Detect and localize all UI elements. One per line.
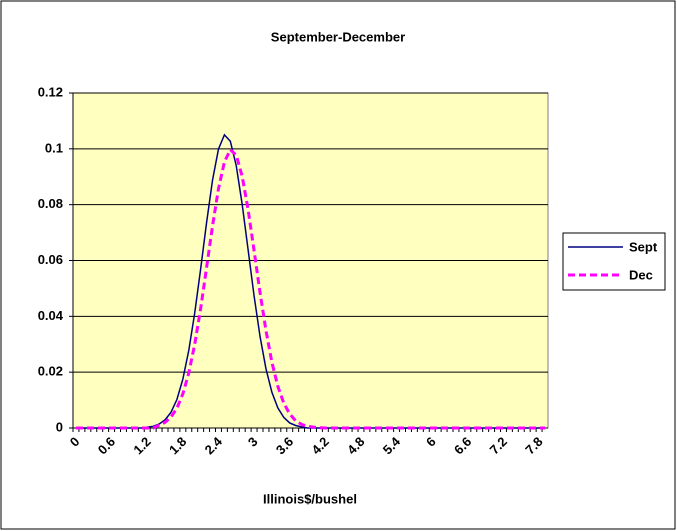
y-tick-label: 0.04 bbox=[38, 308, 64, 323]
line-series bbox=[75, 147, 546, 430]
y-tick-label: 0.02 bbox=[38, 364, 63, 379]
chart-title: September-December bbox=[271, 29, 405, 44]
legend-box bbox=[562, 232, 666, 291]
legend-label: Dec bbox=[629, 267, 653, 282]
y-tick-label: 0 bbox=[56, 419, 63, 434]
x-axis-label: Illinois$/bushel bbox=[263, 491, 357, 506]
y-tick-label: 0.08 bbox=[38, 196, 63, 211]
legend-label: Sept bbox=[629, 239, 658, 254]
y-tick-label: 0.12 bbox=[38, 84, 63, 99]
y-tick-label: 0.06 bbox=[38, 252, 63, 267]
y-tick-label: 0.1 bbox=[45, 140, 63, 155]
